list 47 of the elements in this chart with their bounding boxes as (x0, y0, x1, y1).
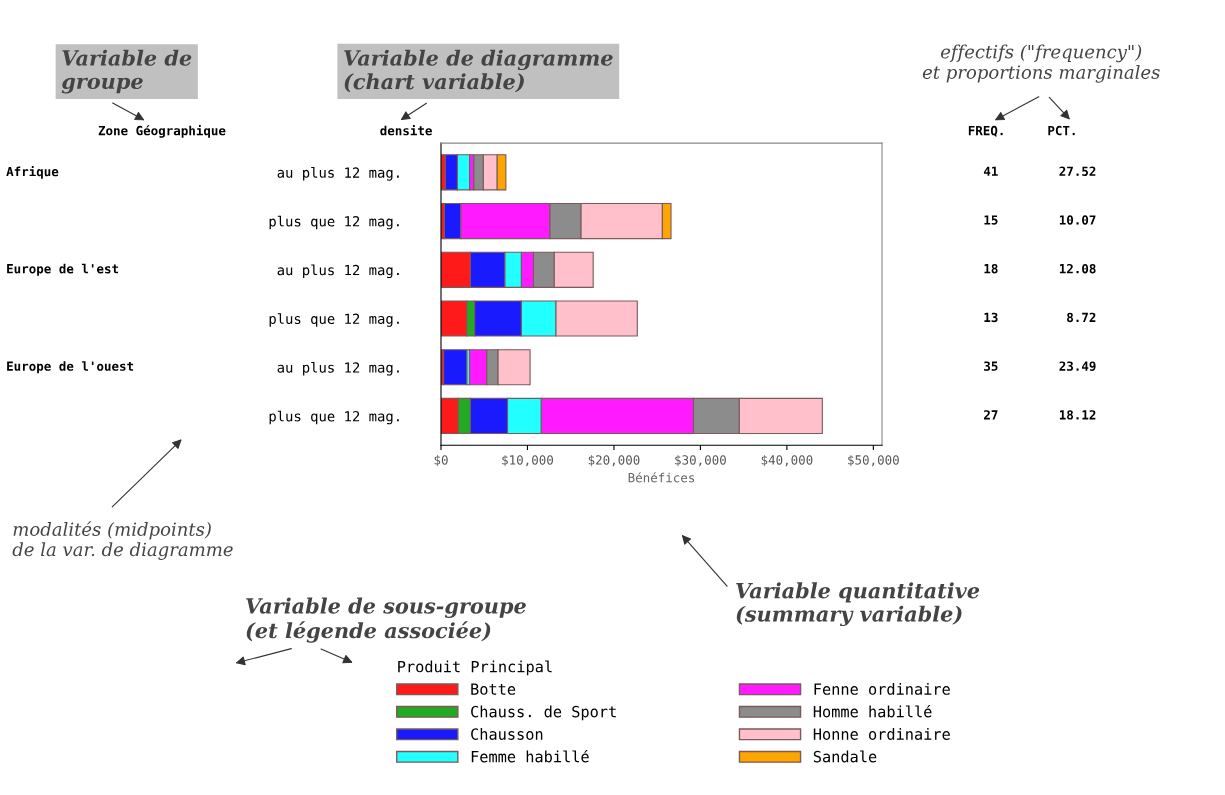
text: FREQ. (968, 125, 1003, 137)
x-tick-label: $20,000 (588, 454, 640, 467)
legend-title: Produit Principal (398, 660, 552, 676)
text: PCT. (1048, 125, 1075, 136)
legend-label: Fenne ordinaire (814, 683, 950, 695)
legend-label: Botte (471, 683, 516, 695)
legend-label: Chauss. de Sport (471, 705, 616, 721)
text: 10.07 (1059, 215, 1096, 225)
x-tick-label: $10,000 (502, 454, 553, 467)
text: Variable de groupe (61, 49, 192, 94)
y-tick-label: plus que 12 mag. (269, 215, 399, 230)
text: Variable quantitative (summary variable) (736, 582, 980, 627)
x-axis-title: Bénéfices (628, 472, 695, 483)
text: 8.72 (1067, 312, 1096, 323)
y-tick-label: au plus 12 mag. (277, 361, 399, 376)
text: effectifs ("frequency") et proportions marginales (922, 44, 1160, 83)
text: 13 (984, 312, 998, 323)
text: 23.49 (1059, 361, 1096, 371)
x-tick-label: $0 (434, 454, 448, 467)
text: 27.52 (1059, 166, 1096, 176)
text: 18.12 (1059, 410, 1096, 420)
legend-label: Sandale (813, 750, 877, 763)
text: 15 (984, 215, 998, 225)
text: Variable de diagramme (chart variable) (344, 49, 613, 93)
text: 41 (983, 166, 998, 176)
legend-label: Homme habillé (813, 704, 932, 718)
text: Variable de sous-groupe (et légende associée) (246, 597, 526, 643)
y-tick-label: plus que 12 mag. (269, 313, 399, 327)
y-tick-label: au plus 12 mag. (277, 264, 399, 279)
legend-label: Chausson (471, 728, 543, 740)
x-tick-label: $50,000 (848, 454, 899, 467)
legend-label: Honne ordinaire (813, 728, 950, 740)
y-tick-label: plus que 12 mag. (269, 410, 399, 425)
x-tick-label: $30,000 (675, 454, 726, 467)
text: 12.08 (1059, 263, 1096, 274)
text: 27 (984, 410, 998, 420)
text: 18 (984, 263, 998, 274)
y-tick-label: au plus 12 mag. (277, 167, 399, 181)
text: densite (380, 124, 432, 136)
text: modalités (midpoints) de la var. de diagramme (12, 521, 233, 560)
text: Europe de l'ouest (7, 361, 134, 374)
text: Europe de l'est (7, 263, 119, 276)
text: Afrique (6, 165, 59, 179)
legend-label: Femme habillé (471, 749, 589, 763)
text: 35 (984, 361, 998, 371)
x-tick-label: $40,000 (761, 454, 813, 467)
text: Zone Géographique (98, 124, 226, 138)
